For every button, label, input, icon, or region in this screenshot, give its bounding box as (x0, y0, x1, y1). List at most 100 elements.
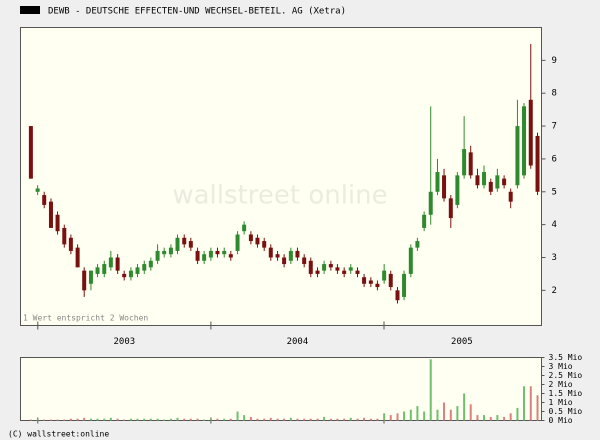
candle-body (95, 267, 100, 274)
volume-bar (429, 359, 432, 421)
volume-bar (89, 418, 92, 421)
volume-bar (123, 419, 126, 421)
candle-body (188, 241, 193, 248)
volume-tick-label: 0.5 Mio (549, 407, 583, 416)
candle-body (468, 152, 473, 176)
candle-body (395, 290, 400, 301)
candle-body (502, 178, 507, 186)
candle-body (382, 270, 387, 281)
volume-bar (49, 419, 52, 421)
price-panel (20, 27, 542, 326)
volume-bar (129, 418, 132, 421)
candle-body (422, 214, 427, 228)
candle-body (402, 273, 407, 297)
volume-bar (403, 411, 406, 421)
candle-body (448, 198, 453, 219)
candle-body (215, 250, 220, 255)
candle-body (155, 250, 160, 261)
candle-body (408, 247, 413, 274)
candle-body (322, 264, 327, 271)
candle-body (475, 175, 480, 186)
volume-bar (189, 418, 192, 421)
volume-bar (536, 395, 539, 421)
volume-bar (523, 386, 526, 421)
volume-bar (196, 418, 199, 421)
x-tick-label: 2003 (114, 337, 136, 347)
volume-bar (76, 418, 79, 421)
volume-bar (69, 418, 72, 421)
volume-bar (136, 418, 139, 421)
watermark: wallstreet online (172, 181, 387, 211)
volume-tick-label: 2 Mio (549, 380, 573, 389)
volume-bar (356, 418, 359, 421)
volume-bar (36, 419, 39, 421)
volume-bar (423, 411, 426, 421)
candle-body (108, 257, 113, 268)
candle-body (48, 201, 53, 228)
volume-bar (409, 409, 412, 421)
chart-title: DEWB - DEUTSCHE EFFECTEN-UND WECHSEL-BET… (48, 7, 346, 17)
volume-bar (443, 402, 446, 421)
volume-bar (529, 386, 532, 421)
candle-body (342, 270, 347, 274)
volume-panel (20, 357, 542, 421)
candle-body (88, 270, 93, 284)
candle-body (82, 270, 87, 291)
volume-bar (289, 417, 292, 421)
volume-bar (43, 419, 46, 421)
candle-body (42, 195, 47, 205)
legend-swatch (20, 6, 40, 14)
volume-bar (203, 419, 206, 421)
volume-bar (369, 418, 372, 421)
volume-tick-label: 2.5 Mio (549, 371, 583, 380)
volume-bar (469, 404, 472, 421)
footer: (C) wallstreet:online (8, 430, 109, 439)
note: 1 Wert entspricht 2 Wochen (23, 314, 148, 323)
candle-body (62, 227, 67, 245)
candle-body (115, 257, 120, 271)
candle-body (275, 254, 280, 258)
candle-body (122, 273, 127, 278)
volume-bar (176, 417, 179, 421)
volume-bar (149, 418, 152, 421)
y-tick-label: 6 (552, 154, 557, 164)
volume-bar (269, 417, 272, 421)
volume-bar (463, 393, 466, 421)
candle-body (248, 234, 253, 242)
volume-bar (56, 419, 59, 421)
y-tick-label: 8 (552, 89, 557, 99)
volume-bar (63, 419, 66, 421)
volume-bar (336, 418, 339, 421)
volume-bar (209, 418, 212, 421)
candle-body (68, 237, 73, 251)
candle-body (368, 280, 373, 284)
candle-body (362, 277, 367, 284)
candle-body (262, 241, 267, 248)
volume-bar (243, 415, 246, 421)
candle-body (535, 135, 540, 192)
candle-body (308, 260, 313, 274)
volume-bar (109, 417, 112, 421)
volume-bar (376, 418, 379, 421)
volume-bar (283, 418, 286, 421)
y-tick-label: 7 (552, 122, 557, 132)
candle-body (282, 257, 287, 265)
volume-tick-label: 0 Mio (549, 416, 573, 425)
candle-body (302, 257, 307, 265)
volume-bar (103, 418, 106, 421)
volume-bar (503, 416, 506, 421)
candle-body (182, 237, 187, 245)
candle-body (175, 237, 180, 251)
candle-body (295, 250, 300, 258)
volume-bar (363, 417, 366, 421)
volume-bar (229, 418, 232, 421)
volume-bar (263, 418, 266, 421)
volume-bar (416, 406, 419, 421)
candle-body (208, 250, 213, 258)
candle-body (435, 172, 440, 192)
candle-body (355, 270, 360, 274)
volume-bar (163, 419, 166, 421)
volume-bar (343, 418, 346, 421)
